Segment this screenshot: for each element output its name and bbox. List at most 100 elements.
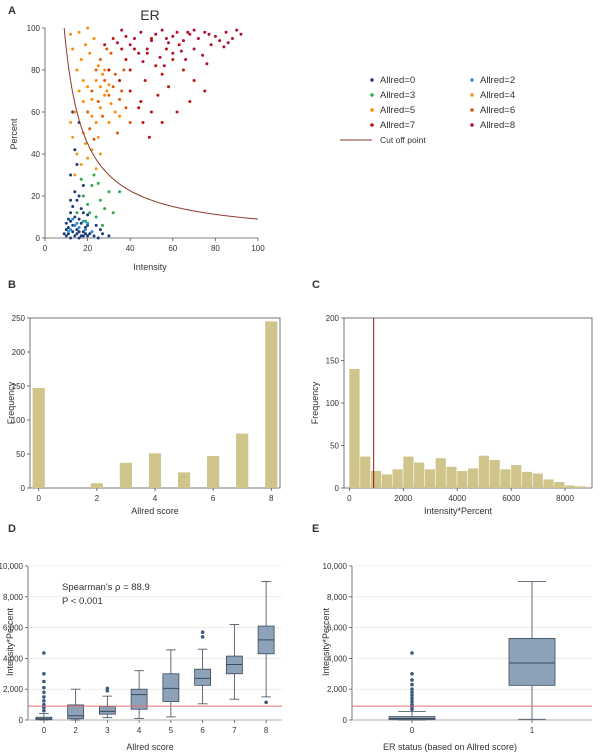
scatter-point xyxy=(192,79,196,82)
histogram-bar xyxy=(360,456,371,488)
scatter-point xyxy=(171,58,175,61)
scatter-point xyxy=(73,215,77,219)
scatter-point xyxy=(111,37,115,40)
x-tick-label: 0 xyxy=(410,726,415,735)
bar xyxy=(236,433,249,488)
scatter-point xyxy=(79,207,83,211)
x-tick-label: 60 xyxy=(168,244,177,253)
scatter-point xyxy=(71,230,75,234)
x-tick-label: 7 xyxy=(232,726,237,735)
outlier-point xyxy=(410,682,414,687)
panel-d-y-title: Intensity*Percent xyxy=(5,607,15,676)
scatter-point xyxy=(150,39,153,43)
box xyxy=(67,704,85,720)
x-tick-label: 20 xyxy=(83,244,92,253)
scatter-point xyxy=(147,135,151,139)
scatter-point xyxy=(86,213,90,217)
histogram-bar xyxy=(392,469,403,488)
cutoff-curve xyxy=(63,27,259,220)
scatter-point xyxy=(132,47,136,51)
scatter-point xyxy=(222,45,226,49)
x-tick-label: 100 xyxy=(251,244,265,253)
x-tick-label: 2 xyxy=(73,726,78,735)
x-tick-label: 8 xyxy=(264,726,269,735)
scatter-point xyxy=(132,37,136,40)
scatter-point xyxy=(141,121,145,124)
scatter-point xyxy=(239,32,243,36)
y-tick-label: 0 xyxy=(19,716,24,725)
scatter-point xyxy=(94,79,98,82)
scatter-point xyxy=(94,167,98,171)
scatter-point xyxy=(66,230,70,234)
scatter-point xyxy=(79,163,83,166)
scatter-point xyxy=(81,100,85,103)
scatter-point xyxy=(196,37,200,40)
histogram-bar xyxy=(575,486,587,488)
legend-marker-allred-7 xyxy=(370,123,374,127)
scatter-point xyxy=(79,58,83,61)
panel-label-b: B xyxy=(8,279,16,291)
scatter-point xyxy=(94,215,98,219)
scatter-point xyxy=(88,211,92,215)
scatter-point xyxy=(71,135,75,139)
legend-label-allred-7: Allred=7 xyxy=(380,120,415,131)
legend-marker-allred-4 xyxy=(470,93,474,97)
scatter-point xyxy=(207,32,211,36)
bar xyxy=(119,462,133,488)
scatter-point xyxy=(167,41,171,45)
outlier-point xyxy=(42,705,46,710)
scatter-point xyxy=(81,79,85,82)
scatter-point xyxy=(150,37,153,40)
scatter-point xyxy=(77,194,81,198)
scatter-point xyxy=(66,232,70,236)
legend-label-allred-4: Allred=4 xyxy=(480,90,515,101)
scatter-point xyxy=(81,184,85,187)
y-tick-label: 6,000 xyxy=(327,624,348,633)
scatter-point xyxy=(73,148,77,152)
histogram-bar xyxy=(521,471,533,488)
scatter-point xyxy=(73,223,77,227)
outlier-point xyxy=(410,678,414,682)
scatter-point xyxy=(69,121,73,124)
legend-label-allred-2: Allred=2 xyxy=(480,75,515,86)
legend-marker-allred-2 xyxy=(470,78,474,82)
x-tick-label: 0 xyxy=(42,726,47,735)
scatter-point xyxy=(158,55,162,59)
scatter-point xyxy=(96,135,100,139)
scatter-point xyxy=(128,68,132,72)
outlier-point xyxy=(410,699,414,704)
scatter-point xyxy=(96,236,100,240)
scatter-point xyxy=(109,102,113,106)
histogram-bar xyxy=(349,369,360,488)
histogram-bar xyxy=(414,462,425,488)
scatter-point xyxy=(118,190,122,194)
scatter-point xyxy=(184,58,188,61)
bar xyxy=(265,321,278,488)
histogram-bar xyxy=(543,479,554,488)
scatter-point xyxy=(73,234,77,238)
scatter-point xyxy=(77,226,81,229)
outlier-point xyxy=(200,635,205,639)
scatter-point xyxy=(205,62,209,66)
scatter-point xyxy=(83,226,87,229)
scatter-point xyxy=(128,43,132,47)
panel-a-y-title: Percent xyxy=(9,118,19,150)
y-tick-label: 200 xyxy=(326,314,340,323)
scatter-point xyxy=(115,41,119,45)
scatter-point xyxy=(94,68,98,72)
histogram-bar xyxy=(446,466,457,488)
scatter-point xyxy=(83,228,87,232)
outlier-point xyxy=(105,686,110,691)
scatter-point xyxy=(162,64,166,68)
scatter-point xyxy=(75,198,79,202)
scatter-point xyxy=(88,51,92,55)
scatter-point xyxy=(164,47,168,51)
scatter-point xyxy=(90,184,94,187)
scatter-point xyxy=(105,47,109,51)
outlier-point xyxy=(410,702,414,707)
scatter-point xyxy=(111,85,115,89)
scatter-point xyxy=(167,85,171,89)
y-tick-label: 4,000 xyxy=(3,654,24,663)
y-tick-label: 200 xyxy=(12,348,26,357)
y-tick-label: 0 xyxy=(21,484,26,493)
